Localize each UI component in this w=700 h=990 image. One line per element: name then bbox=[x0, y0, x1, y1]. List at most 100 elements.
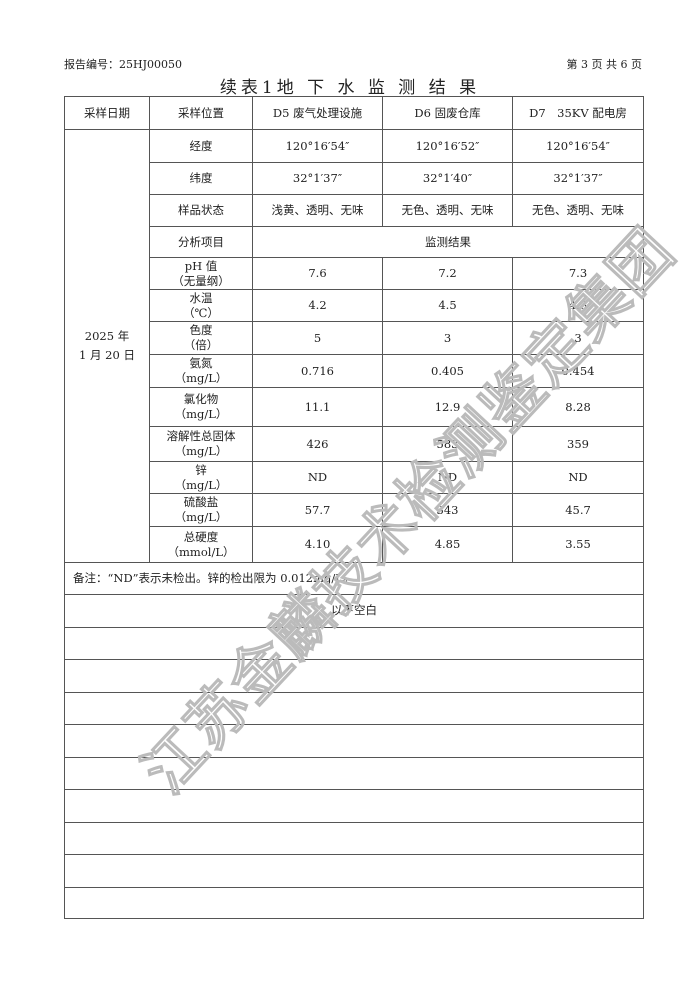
result-value: 583 bbox=[382, 426, 513, 462]
result-value: 5 bbox=[252, 321, 383, 355]
analysis-row: 分析项目 监测结果 bbox=[65, 226, 644, 258]
analysis-label: 分析项目 bbox=[149, 226, 253, 258]
result-value: 0.405 bbox=[382, 354, 513, 388]
blank-cell bbox=[64, 626, 644, 660]
page-number: 第 3 页 共 6 页 bbox=[566, 58, 642, 71]
result-row: 锌（mg/L） ND ND ND bbox=[65, 461, 644, 494]
row-label: 经度 bbox=[149, 129, 253, 163]
result-value: 7.3 bbox=[512, 257, 644, 290]
parameter-label: 水温 （℃） bbox=[149, 289, 253, 322]
cell-value: 32°1′37″ bbox=[512, 162, 644, 195]
parameter-unit: （℃） bbox=[183, 305, 219, 320]
date-line: 1 月 20 日 bbox=[79, 348, 135, 362]
parameter-name: 溶解性总固体 bbox=[166, 429, 236, 443]
result-value: 3.55 bbox=[512, 526, 644, 563]
blank-row bbox=[64, 821, 644, 855]
report-number: 报告编号：25HJ00050 bbox=[64, 58, 182, 71]
date-line: 2025 年 bbox=[84, 329, 130, 343]
result-row: 总硬度 （mmol/L） 4.10 4.85 3.55 bbox=[65, 526, 644, 563]
row-label: 纬度 bbox=[149, 162, 253, 195]
parameter-name: 总硬度 bbox=[183, 529, 219, 544]
header-row: 采样日期 采样位置 D5 废气处理设施 D6 固废仓库 D7 35KV 配电房 bbox=[64, 96, 644, 130]
result-value: ND bbox=[252, 461, 383, 494]
blank-cell bbox=[64, 789, 644, 823]
blank-row bbox=[64, 789, 644, 823]
blank-row bbox=[64, 724, 644, 758]
column-header: 采样位置 bbox=[149, 96, 253, 130]
result-row: 氨氮 （mg/L） 0.716 0.405 0.454 bbox=[65, 354, 644, 388]
column-header: D7 35KV 配电房 bbox=[512, 96, 644, 130]
note-text: 备注：“ND”表示未检出。锌的检出限为 0.012mg/L。 bbox=[64, 562, 644, 595]
sampling-date: 2025 年 1 月 20 日 bbox=[64, 129, 150, 563]
result-row: pH 值（无量纲） 7.6 7.2 7.3 bbox=[65, 257, 644, 290]
cell-value: 32°1′40″ bbox=[382, 162, 513, 195]
note-row: 备注：“ND”表示未检出。锌的检出限为 0.012mg/L。 bbox=[64, 562, 644, 595]
result-value: 3 bbox=[512, 321, 644, 355]
parameter-label: 溶解性总固体 （mg/L） bbox=[149, 426, 253, 462]
parameter-unit: （mg/L） bbox=[174, 444, 228, 458]
blank-cell bbox=[64, 756, 644, 790]
result-value: 426 bbox=[252, 426, 383, 462]
blank-text: 以下空白 bbox=[64, 594, 644, 628]
cell-value: 120°16′54″ bbox=[512, 129, 644, 163]
cell-value: 120°16′52″ bbox=[382, 129, 513, 163]
result-value: 7.2 bbox=[382, 257, 513, 290]
parameter-label: 锌（mg/L） bbox=[149, 461, 253, 494]
blank-cell bbox=[64, 821, 644, 855]
page-title: 续表1地 下 水 监 测 结 果 bbox=[219, 78, 481, 98]
result-value: 12.9 bbox=[382, 387, 513, 427]
blank-row: 以下空白 bbox=[64, 594, 644, 628]
blank-cell bbox=[64, 724, 644, 758]
cell-value: 浅黄、透明、无味 bbox=[252, 194, 383, 227]
parameter-unit: （mmol/L） bbox=[167, 544, 235, 559]
result-value: 11.1 bbox=[252, 387, 383, 427]
parameter-name: 硫酸盐 bbox=[183, 495, 219, 509]
cell-value: 无色、透明、无味 bbox=[382, 194, 513, 227]
cell-value: 120°16′54″ bbox=[252, 129, 383, 163]
result-row: 溶解性总固体 （mg/L） 426 583 359 bbox=[65, 426, 644, 462]
result-row: 硫酸盐 （mg/L） 57.7 343 45.7 bbox=[65, 493, 644, 527]
column-header: D5 废气处理设施 bbox=[252, 96, 383, 130]
blank-cell bbox=[64, 886, 644, 919]
blank-row bbox=[64, 756, 644, 790]
column-header: 采样日期 bbox=[64, 96, 150, 130]
result-value: 7.6 bbox=[252, 257, 383, 290]
info-row: 纬度 32°1′37″ 32°1′40″ 32°1′37″ bbox=[65, 162, 644, 195]
result-value: 343 bbox=[382, 493, 513, 527]
result-value: 359 bbox=[512, 426, 644, 462]
result-row: 氯化物 （mg/L） 11.1 12.9 8.28 bbox=[65, 387, 644, 427]
parameter-label: 氨氮 （mg/L） bbox=[149, 354, 253, 388]
results-label: 监测结果 bbox=[252, 226, 644, 258]
result-value: ND bbox=[382, 461, 513, 494]
blank-row bbox=[64, 626, 644, 660]
result-row: 色度 （倍） 5 3 3 bbox=[65, 321, 644, 355]
parameter-label: 硫酸盐 （mg/L） bbox=[149, 493, 253, 527]
column-header: D6 固废仓库 bbox=[382, 96, 513, 130]
result-value: 45.7 bbox=[512, 493, 644, 527]
result-value: ND bbox=[512, 461, 644, 494]
parameter-label: 总硬度 （mmol/L） bbox=[149, 526, 253, 563]
parameter-unit: （mg/L） bbox=[174, 510, 228, 524]
result-value: 0.716 bbox=[252, 354, 383, 388]
parameter-label: 氯化物 （mg/L） bbox=[149, 387, 253, 427]
parameter-unit: （mg/L） bbox=[174, 371, 228, 385]
blank-cell bbox=[64, 691, 644, 725]
results-table: 采样日期 采样位置 D5 废气处理设施 D6 固废仓库 D7 35KV 配电房 2025 … bbox=[64, 96, 644, 919]
parameter-label: pH 值（无量纲） bbox=[149, 257, 253, 290]
result-value: 4.10 bbox=[252, 526, 383, 563]
parameter-label: 色度 （倍） bbox=[149, 321, 253, 355]
parameter-name: 色度 bbox=[189, 323, 213, 337]
result-value: 3 bbox=[382, 321, 513, 355]
parameter-name: 氨氮 bbox=[189, 356, 213, 370]
blank-cell bbox=[64, 659, 644, 693]
blank-row bbox=[64, 659, 644, 693]
parameter-name: 水温 bbox=[189, 290, 213, 305]
parameter-unit: （倍） bbox=[183, 338, 219, 352]
parameter-unit: （mg/L） bbox=[174, 477, 228, 492]
result-value: 4.85 bbox=[382, 526, 513, 563]
result-value: 8.28 bbox=[512, 387, 644, 427]
info-row: 样品状态 浅黄、透明、无味 无色、透明、无味 无色、透明、无味 bbox=[65, 194, 644, 227]
result-value: 0.454 bbox=[512, 354, 644, 388]
result-value: 4.3 bbox=[512, 289, 644, 322]
